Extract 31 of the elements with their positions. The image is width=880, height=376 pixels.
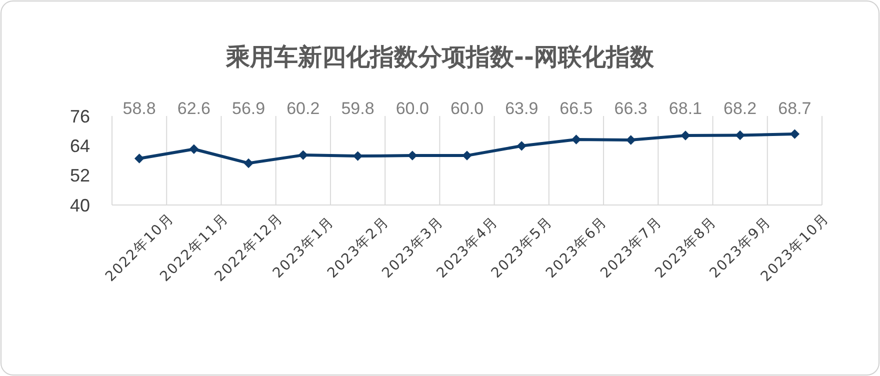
y-tick-label: 76 — [70, 106, 90, 126]
point — [352, 151, 363, 161]
chart-title: 乘用车新四化指数分项指数--网联化指数 — [225, 43, 655, 71]
point — [790, 129, 800, 139]
y-tick-label: 64 — [70, 136, 90, 156]
point — [408, 150, 418, 160]
y-tick-label: 52 — [70, 166, 90, 186]
data-label: 58.8 — [122, 99, 156, 118]
data-label: 68.1 — [668, 99, 702, 118]
point — [571, 134, 582, 144]
data-label: 62.6 — [177, 99, 210, 118]
point — [134, 154, 144, 164]
data-label: 68.2 — [724, 99, 757, 118]
point — [462, 150, 472, 160]
point — [735, 130, 745, 140]
data-label: 60.2 — [286, 99, 320, 118]
data-label: 66.3 — [614, 99, 648, 118]
data-label: 60.0 — [396, 99, 429, 118]
point — [189, 144, 199, 154]
data-label: 68.7 — [778, 99, 812, 118]
point — [244, 158, 254, 168]
point — [516, 141, 526, 151]
data-label: 60.0 — [450, 99, 484, 118]
point — [298, 150, 308, 160]
data-label: 59.8 — [341, 99, 374, 118]
y-tick-label: 40 — [70, 195, 90, 216]
data-label: 56.9 — [232, 99, 266, 118]
point — [680, 130, 690, 140]
data-label: 63.9 — [505, 99, 538, 118]
point — [626, 135, 636, 145]
data-label: 66.5 — [560, 99, 593, 118]
